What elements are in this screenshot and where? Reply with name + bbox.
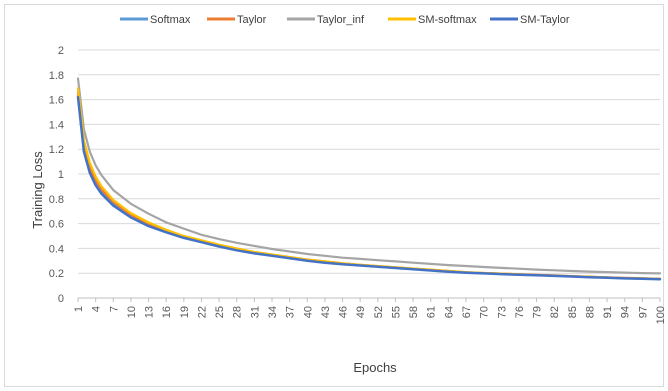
- x-tick-label: 88: [584, 306, 596, 318]
- x-tick-label: 40: [302, 306, 314, 318]
- legend: Softmax Taylor Taylor_inf SM-softmax SM-Tayl…: [120, 14, 570, 26]
- y-tick-label: 1: [58, 169, 64, 181]
- x-tick-label: 97: [637, 306, 649, 318]
- x-tick-label: 76: [514, 306, 526, 318]
- y-tick-label: 1.6: [49, 95, 64, 107]
- legend-label-taylor: Taylor: [237, 14, 267, 26]
- x-tick-label: 10: [126, 306, 138, 318]
- x-tick-label: 22: [196, 306, 208, 318]
- y-tick-label: 0.6: [49, 219, 64, 231]
- x-tick-label: 46: [338, 306, 350, 318]
- x-tick-label: 85: [567, 306, 579, 318]
- y-tick-label: 1.2: [49, 144, 64, 156]
- x-axis-title: Epochs: [353, 360, 397, 375]
- x-tick-label: 16: [161, 306, 173, 318]
- x-tick-label: 37: [285, 306, 297, 318]
- legend-label-taylor-inf: Taylor_inf: [317, 14, 365, 26]
- x-tick-label: 49: [355, 306, 367, 318]
- x-tick-label: 28: [232, 306, 244, 318]
- series-line-softmax: [76, 94, 662, 280]
- x-tick-label: 73: [496, 306, 508, 318]
- x-tick-label: 61: [426, 306, 438, 318]
- series-line-taylor-inf: [76, 77, 662, 275]
- x-tick-label: 79: [532, 306, 544, 318]
- legend-label-sm-softmax: SM-softmax: [418, 14, 477, 26]
- x-tick-label: 43: [320, 306, 332, 318]
- y-axis-title: Training Loss: [30, 151, 45, 229]
- x-tick-label: 64: [443, 306, 455, 318]
- x-tick-label: 70: [479, 306, 491, 318]
- x-tick-label: 94: [620, 306, 632, 318]
- x-tick-label: 13: [144, 306, 156, 318]
- x-tick-label: 67: [461, 306, 473, 318]
- x-tick-label: 82: [549, 306, 561, 318]
- x-tick-label: 55: [390, 306, 402, 318]
- y-tick-label: 1.4: [49, 119, 64, 131]
- y-tick-label: 0.4: [49, 243, 64, 255]
- x-tick-label: 31: [249, 306, 261, 318]
- series-line-sm-taylor: [76, 95, 662, 281]
- legend-label-softmax: Softmax: [150, 14, 191, 26]
- x-tick-label: 1: [73, 306, 85, 312]
- y-tick-label: 2: [58, 45, 64, 57]
- series-line-sm-softmax: [76, 87, 662, 280]
- y-tick-label: 0: [58, 293, 64, 305]
- x-tick-label: 91: [602, 306, 614, 318]
- x-tick-label: 52: [373, 306, 385, 318]
- gridlines: [78, 49, 660, 299]
- y-axis-ticks: 0 0.2 0.4 0.6 0.8 1 1.2 1.4 1.6 1.8 2: [49, 45, 64, 305]
- x-tick-label: 19: [179, 306, 191, 318]
- y-tick-label: 1.8: [49, 70, 64, 82]
- x-tick-label: 4: [91, 306, 103, 312]
- x-tick-label: 34: [267, 306, 279, 318]
- x-axis-ticks: 1 4 7 10 13 16 19 22 25 28 31 34 37 40 43 46 49 52 55 58 61 6…: [73, 298, 667, 324]
- series-line-taylor: [76, 91, 662, 280]
- x-tick-label: 100: [655, 306, 667, 324]
- x-tick-label: 58: [408, 306, 420, 318]
- x-tick-label: 25: [214, 306, 226, 318]
- chart-area: [4, 4, 664, 387]
- x-tick-label: 7: [108, 306, 120, 312]
- y-tick-label: 0.2: [49, 268, 64, 280]
- y-tick-label: 0.8: [49, 194, 64, 206]
- series-lines: [76, 77, 662, 281]
- legend-label-sm-taylor: SM-Taylor: [520, 14, 570, 26]
